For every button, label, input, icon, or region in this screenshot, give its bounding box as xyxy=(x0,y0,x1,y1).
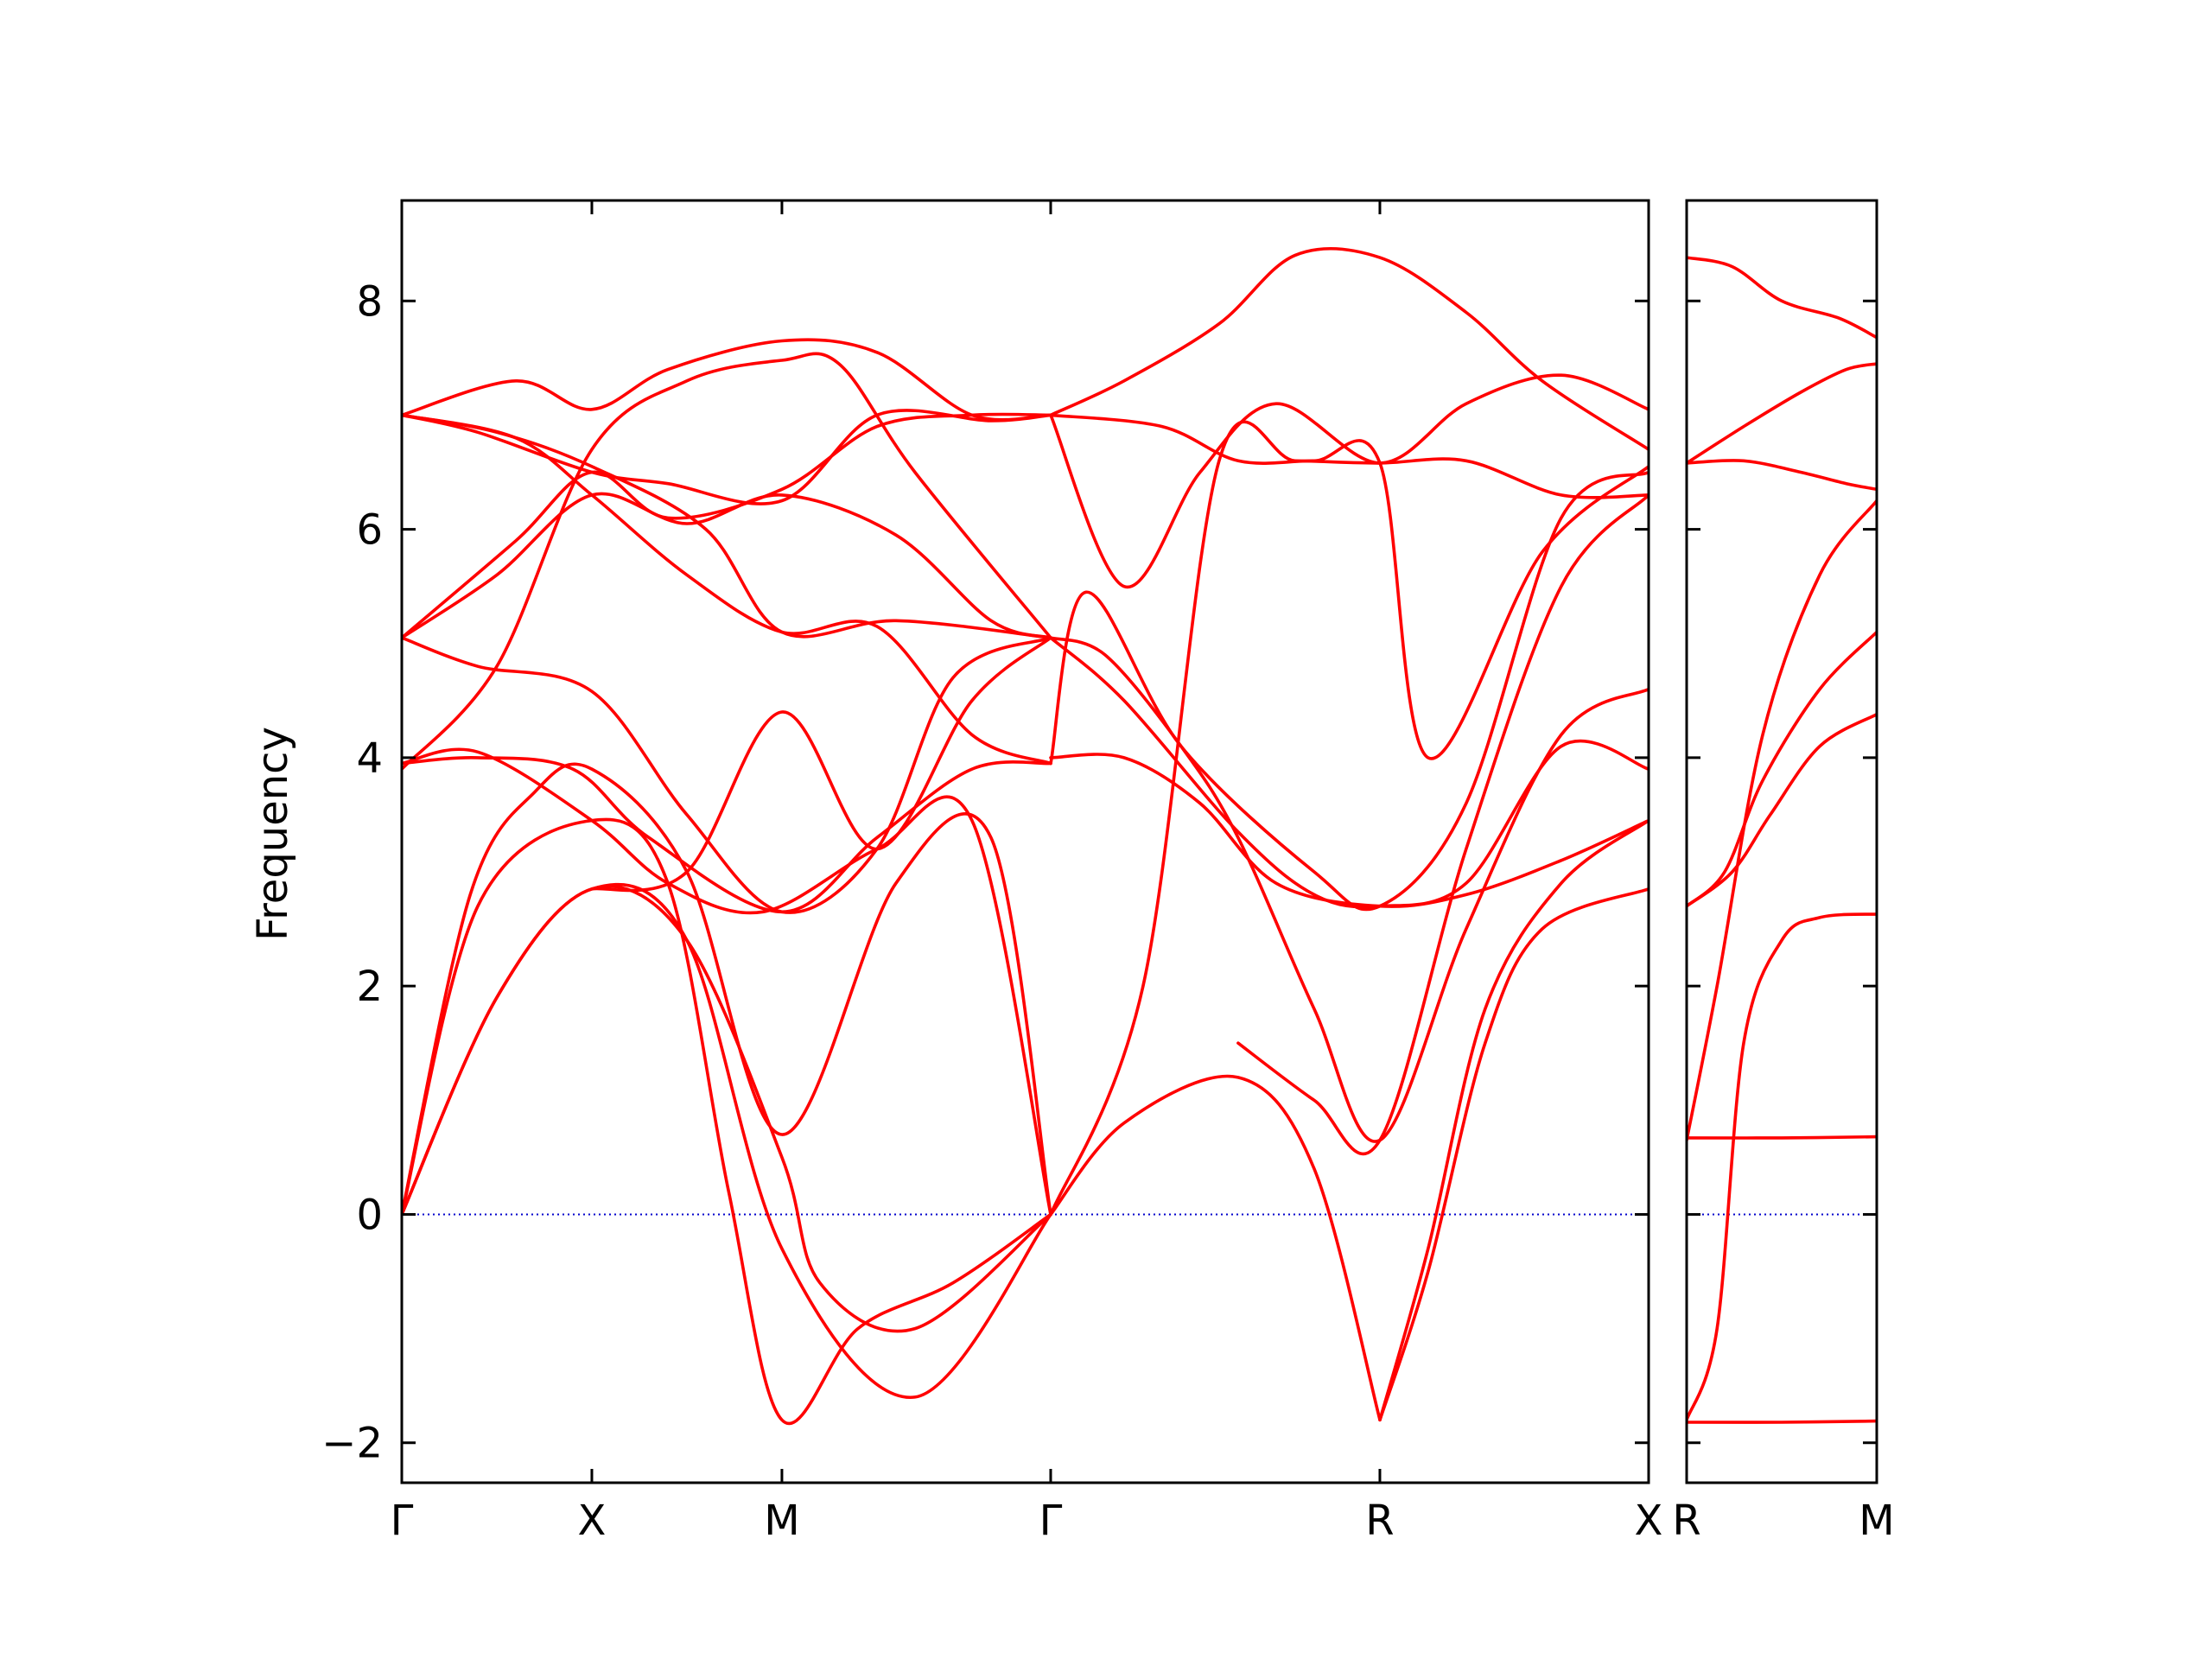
band-line-11 xyxy=(402,409,1052,505)
band-line-6 xyxy=(402,762,1052,1217)
band-line-24 xyxy=(1049,420,1649,1217)
band-line-22 xyxy=(1049,470,1649,912)
plot-frame xyxy=(400,199,1650,1484)
band-line-2 xyxy=(402,817,1052,1425)
band-line-3 xyxy=(1687,499,1877,1142)
y-tick-label: 4 xyxy=(356,734,383,783)
x-tick-label: Γ xyxy=(391,1497,414,1545)
band-line-6 xyxy=(1687,912,1877,1422)
band-line-18 xyxy=(1049,246,1649,451)
y-tick-label: −2 xyxy=(321,1420,383,1468)
band-line-7 xyxy=(402,747,1052,1217)
band-line-19 xyxy=(1049,373,1649,589)
x-tick-label: R xyxy=(1672,1497,1700,1545)
y-tick-label: 0 xyxy=(356,1191,383,1239)
band-line-7 xyxy=(1687,1135,1877,1140)
main-panel: −2 0 2 4 6 8 Γ X M Γ R X xyxy=(321,199,1663,1545)
band-line-13 xyxy=(402,492,1052,639)
band-line-14 xyxy=(402,412,1052,639)
band-line-8 xyxy=(1687,1419,1877,1424)
band-line-9 xyxy=(402,636,1052,914)
band-line-1 xyxy=(402,882,1052,1399)
band-line-5 xyxy=(1378,818,1649,1422)
band-line-2 xyxy=(1687,459,1877,492)
x-tick-label: M xyxy=(1859,1497,1894,1545)
band-line-5 xyxy=(1687,712,1877,908)
x-tick-label: X xyxy=(578,1497,607,1545)
band-line-1 xyxy=(1687,362,1877,465)
y-axis-title: Frequency xyxy=(249,727,297,941)
band-line-23 xyxy=(1049,636,1649,1143)
band-line-0 xyxy=(402,884,1052,1333)
band-line-16 xyxy=(402,413,1052,766)
x-tick-label: R xyxy=(1365,1497,1394,1545)
band-line-12 xyxy=(402,338,1052,422)
band-line-4 xyxy=(1378,887,1649,1422)
band-line-10 xyxy=(402,352,1052,771)
x-tick-label: X xyxy=(1635,1497,1663,1545)
x-tick-label: Γ xyxy=(1039,1497,1063,1545)
y-tick-label: 2 xyxy=(356,963,383,1011)
band-line-26 xyxy=(1236,493,1649,1156)
band-line-21 xyxy=(1049,636,1649,909)
y-tick-label: 6 xyxy=(356,506,383,555)
band-line-3 xyxy=(1049,1074,1382,1422)
band-line-25 xyxy=(1049,413,1649,760)
band-line-17 xyxy=(590,636,1052,893)
band-line-8 xyxy=(402,755,1052,914)
y-tick-label: 8 xyxy=(356,277,383,326)
plot-frame xyxy=(1685,199,1878,1484)
x-tick-label: M xyxy=(764,1497,799,1545)
band-line-4 xyxy=(1687,630,1877,908)
band-line-0 xyxy=(1687,256,1877,340)
